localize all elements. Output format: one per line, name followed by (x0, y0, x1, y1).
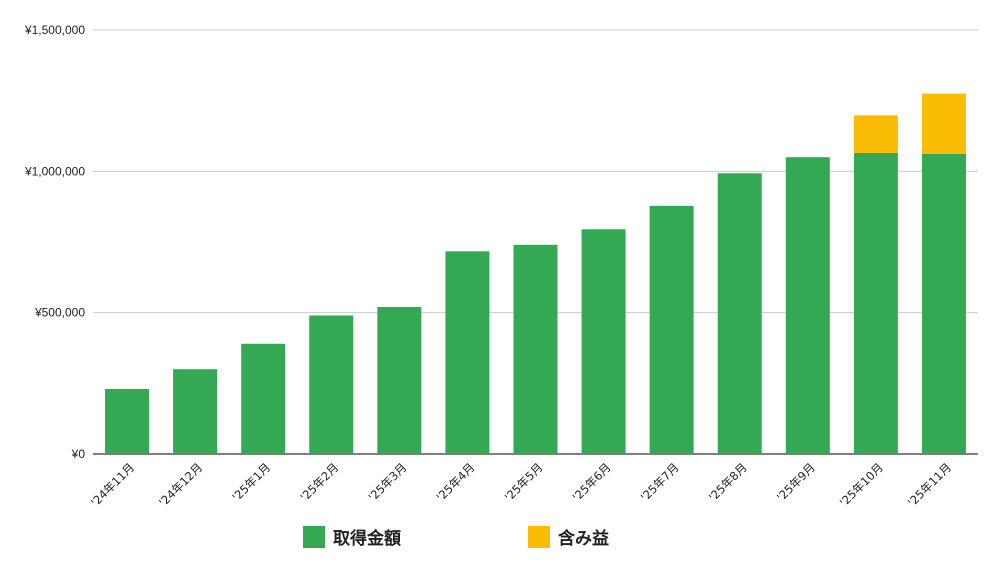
y-tick-label: ¥1,500,000 (24, 23, 85, 37)
legend-item-acquisition: 取得金額 (303, 524, 401, 549)
x-tick-label: '25年3月 (366, 460, 410, 504)
x-tick-label: '25年1月 (229, 460, 273, 504)
y-tick-label: ¥0 (71, 447, 86, 461)
bar-acquisition (785, 157, 830, 454)
x-tick-label: '25年10月 (837, 460, 886, 509)
x-tick-label: '25年6月 (570, 460, 614, 504)
bar-acquisition (105, 388, 150, 454)
legend-swatch-unrealized-gain (528, 525, 550, 548)
bar-acquisition (241, 343, 286, 454)
legend-swatch-acquisition (303, 525, 325, 548)
bar-acquisition (649, 205, 694, 454)
stacked-bar-chart: ¥0 ¥500,000 ¥1,000,000 ¥1,500,000 '24年11月 '24… (24, 23, 978, 509)
bar-acquisition (717, 173, 762, 454)
legend: 取得金額 含み益 (0, 524, 1000, 552)
bar-acquisition (513, 244, 558, 454)
x-tick-label: '25年2月 (297, 460, 341, 504)
x-tick-label: '24年11月 (88, 460, 137, 509)
bar-acquisition (853, 152, 898, 454)
legend-label-unrealized-gain: 含み益 (558, 529, 609, 549)
legend-label-acquisition: 取得金額 (333, 529, 401, 549)
bar-unrealized-gain (853, 115, 898, 153)
bar-acquisition (921, 153, 966, 455)
x-tick-label: '25年7月 (638, 460, 682, 504)
bar-acquisition (309, 315, 354, 454)
y-tick-label: ¥500,000 (34, 306, 85, 320)
bar-acquisition (377, 307, 422, 454)
x-tick-label: '24年12月 (156, 460, 205, 509)
x-tick-label: '25年5月 (502, 460, 546, 504)
bar-unrealized-gain (921, 93, 966, 154)
bar-acquisition (581, 229, 626, 454)
x-tick-label: '25年4月 (434, 460, 478, 504)
x-tick-label: '25年9月 (774, 460, 818, 504)
x-tick-label: '25年8月 (706, 460, 750, 504)
y-tick-label: ¥1,000,000 (24, 164, 85, 178)
bar-acquisition (173, 369, 218, 454)
x-tick-label: '25年11月 (905, 460, 954, 509)
legend-item-unrealized-gain: 含み益 (528, 524, 609, 549)
bar-acquisition (445, 251, 490, 454)
